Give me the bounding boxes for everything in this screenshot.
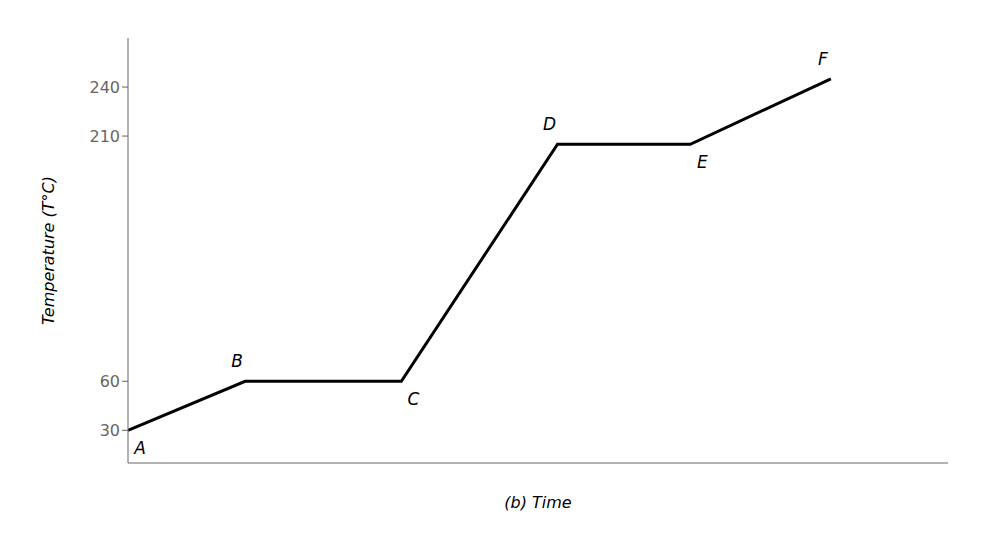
svg-text:Temperature (T°C): Temperature (T°C) [39,176,58,325]
svg-text:(b) Time: (b) Time [504,493,572,512]
svg-text:210: 210 [89,127,120,146]
svg-text:C: C [407,389,419,409]
svg-text:240: 240 [89,78,120,97]
svg-text:D: D [543,114,556,134]
svg-text:B: B [231,351,243,371]
svg-text:60: 60 [100,372,120,391]
svg-text:E: E [697,152,708,172]
svg-text:A: A [133,438,146,458]
svg-text:30: 30 [100,421,120,440]
svg-text:F: F [818,49,828,69]
